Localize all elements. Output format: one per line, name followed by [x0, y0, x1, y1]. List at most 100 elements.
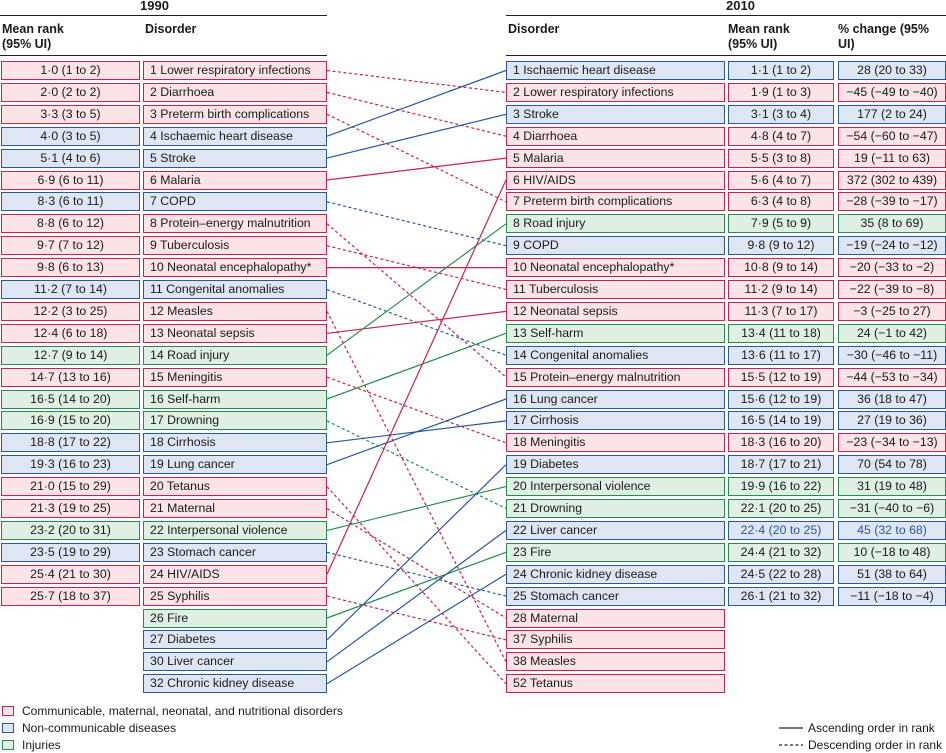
disorder-2010-cell: 38 Measles: [506, 652, 725, 672]
rank-2010-cell: 13·4 (11 to 18): [728, 323, 834, 343]
disorder-2010-cell: 16 Lung cancer: [506, 389, 725, 409]
rank-1990-cell: 23·5 (19 to 29): [1, 542, 140, 562]
rank-2010-cell: 11·3 (7 to 17): [728, 301, 834, 321]
header-left-rank: Mean rank (95% UI): [2, 22, 64, 51]
disorder-2010-cell: 52 Tetanus: [506, 674, 725, 694]
rank-1990-cell: 14·7 (13 to 16): [1, 367, 140, 387]
rank-1990-cell: 11·2 (7 to 14): [1, 280, 140, 299]
rank-2010-cell: 1·1 (1 to 2): [728, 61, 834, 80]
disorder-1990-cell: 13 Neonatal sepsis: [143, 323, 327, 343]
disorder-1990-cell: 15 Meningitis: [143, 367, 327, 387]
rank-1990-cell: 1·0 (1 to 2): [1, 61, 140, 80]
change-2010-cell: 27 (19 to 36): [838, 411, 946, 431]
connector-22-to-20: [326, 486, 507, 531]
disorder-1990-cell: 27 Diabetes: [143, 630, 327, 650]
change-2010-cell: −3 (−25 to 27): [838, 301, 946, 321]
rank-1990-cell: 3·3 (3 to 5): [1, 104, 140, 124]
disorder-1990-cell: 12 Measles: [143, 301, 327, 321]
connector-14-to-8: [326, 223, 507, 356]
rank-2010-cell: 6·3 (4 to 8): [728, 192, 834, 212]
disorder-1990-cell: 23 Stomach cancer: [143, 542, 327, 562]
rank-1990-cell: 19·3 (16 to 23): [1, 455, 140, 475]
change-2010-cell: −54 (−60 to −47): [838, 126, 946, 146]
change-2010-cell: 45 (32 to 68): [838, 520, 946, 540]
connector-5-to-3: [326, 113, 507, 159]
rank-1990-cell: 25·7 (18 to 37): [1, 586, 140, 606]
disorder-2010-cell: 25 Stomach cancer: [506, 586, 725, 606]
rank-1990-cell: 21·0 (15 to 29): [1, 477, 140, 497]
change-2010-cell: 24 (−1 to 42): [838, 323, 946, 343]
connector-32-to-24: [326, 573, 507, 685]
disorder-1990-cell: 2 Diarrhoea: [143, 82, 327, 102]
rank-1990-cell: 9·8 (6 to 13): [1, 258, 140, 278]
disorder-1990-cell: 22 Interpersonal violence: [143, 520, 327, 540]
legend-label-inj: Injuries: [22, 738, 61, 752]
legend-swatch-inj: [2, 740, 14, 750]
disorder-1990-cell: 8 Protein–energy malnutrition: [143, 214, 327, 234]
rank-1990-cell: 18·8 (17 to 22): [1, 433, 140, 453]
change-2010-cell: −11 (−18 to −4): [838, 586, 946, 606]
legend-label-ncd: Non-communicable diseases: [22, 721, 177, 735]
disorder-2010-cell: 6 HIV/AIDS: [506, 170, 725, 190]
rank-2010-cell: 3·1 (3 to 4): [728, 104, 834, 124]
disorder-1990-cell: 16 Self-harm: [143, 389, 327, 409]
rank-2010-cell: 11·2 (9 to 14): [728, 280, 834, 299]
disorder-2010-cell: 11 Tuberculosis: [506, 280, 725, 299]
year-1990-label: 1990: [140, 0, 169, 13]
rank-2010-cell: 7·9 (5 to 9): [728, 214, 834, 234]
disorder-1990-cell: 14 Road injury: [143, 345, 327, 365]
disorder-2010-cell: 8 Road injury: [506, 214, 725, 234]
legend-line-label-solid: Ascending order in rank: [808, 721, 935, 735]
connector-1-to-2: [326, 69, 507, 93]
connector-13-to-12: [326, 310, 507, 334]
connector-19-to-16: [326, 398, 507, 466]
connector-16-to-13: [326, 332, 507, 400]
rank-1990-cell: 9·7 (7 to 12): [1, 236, 140, 256]
connector-8-to-15: [326, 223, 507, 378]
header-right-rank: Mean rank (95% UI): [728, 22, 790, 51]
rank-2010-cell: 9·8 (9 to 12): [728, 236, 834, 256]
rank-2010-cell: 22·4 (20 to 25): [728, 520, 834, 540]
rank-1990-cell: 5·1 (4 to 6): [1, 148, 140, 168]
rank-1990-cell: 2·0 (2 to 2): [1, 82, 140, 102]
change-2010-cell: −31 (−40 to −6): [838, 499, 946, 518]
change-2010-cell: −20 (−33 to −2): [838, 258, 946, 278]
disorder-2010-cell: 28 Maternal: [506, 608, 725, 628]
header-rule-left: [0, 55, 327, 56]
disorder-2010-cell: 9 COPD: [506, 236, 725, 256]
change-2010-cell: 10 (−18 to 48): [838, 542, 946, 562]
rank-2010-cell: 5·6 (4 to 7): [728, 170, 834, 190]
rank-1990-cell: 12·2 (3 to 25): [1, 301, 140, 321]
change-2010-cell: 35 (8 to 69): [838, 214, 946, 234]
connector-26-to-23: [326, 551, 507, 619]
header-rule-right: [506, 55, 946, 56]
rank-2010-cell: 24·4 (21 to 32): [728, 542, 834, 562]
connector-30-to-22: [326, 529, 507, 663]
disorder-2010-cell: 3 Stroke: [506, 104, 725, 124]
disorder-1990-cell: 21 Maternal: [143, 499, 327, 518]
disorder-2010-cell: 21 Drowning: [506, 499, 725, 518]
disorder-2010-cell: 18 Meningitis: [506, 433, 725, 453]
disorder-2010-cell: 5 Malaria: [506, 148, 725, 168]
rank-1990-cell: 25·4 (21 to 30): [1, 564, 140, 584]
year-1990-rule: [0, 15, 327, 16]
disorder-2010-cell: 7 Preterm birth complications: [506, 192, 725, 212]
change-2010-cell: −30 (−46 to −11): [838, 345, 946, 365]
change-2010-cell: 372 (302 to 439): [838, 170, 946, 190]
connector-2-to-4: [326, 91, 507, 137]
rank-2010-cell: 24·5 (22 to 28): [728, 564, 834, 584]
rank-2010-cell: 18·7 (17 to 21): [728, 455, 834, 475]
legend-label-cmnn: Communicable, maternal, neonatal, and nu…: [22, 704, 343, 718]
disorder-2010-cell: 37 Syphilis: [506, 630, 725, 650]
change-2010-cell: −28 (−39 to −17): [838, 192, 946, 212]
disorder-2010-cell: 14 Congenital anomalies: [506, 345, 725, 365]
disorder-2010-cell: 19 Diabetes: [506, 455, 725, 475]
change-2010-cell: 28 (20 to 33): [838, 61, 946, 80]
change-2010-cell: −19 (−24 to −12): [838, 236, 946, 256]
rank-1990-cell: 16·9 (15 to 20): [1, 411, 140, 431]
disorder-1990-cell: 7 COPD: [143, 192, 327, 212]
connector-25-to-37: [326, 595, 507, 641]
disorder-1990-cell: 20 Tetanus: [143, 477, 327, 497]
change-2010-cell: 70 (54 to 78): [838, 455, 946, 475]
rank-2010-cell: 26·1 (21 to 32): [728, 586, 834, 606]
